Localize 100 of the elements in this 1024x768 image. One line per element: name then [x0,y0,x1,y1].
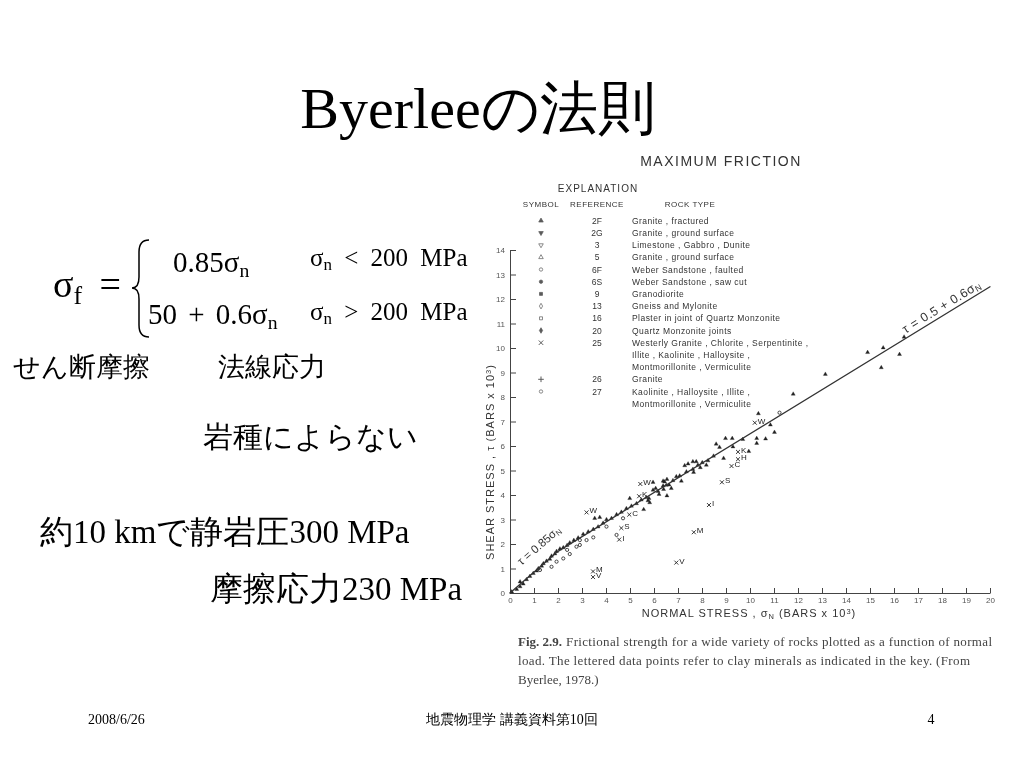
y-tick-label: 5 [500,466,506,476]
text: せん断摩擦 [13,352,150,382]
point [590,574,596,580]
x-tick-label: 13 [818,595,828,605]
point [577,542,582,548]
annotation: 6F [592,264,602,275]
text: 地震物理学 講義資料第10回 [425,712,598,727]
point [618,525,624,531]
text: 0.85σ$_{n}$ [173,246,250,281]
y-tick-label: 2 [500,540,506,550]
point [620,516,626,521]
x-tick-label: 1 [532,595,538,605]
y-tick-label: 3 [500,515,506,525]
annotation: 16 [592,313,602,324]
annotation: Granite [632,374,664,385]
x-tick-label: 17 [914,595,924,605]
annotation: Weber Sandstone , saw cut [632,276,748,287]
point [706,502,712,508]
data-label: V [596,571,603,581]
annotation: Weber Sandstone , faulted [632,264,744,275]
text: 岩種によらない [203,420,418,453]
text: 3 [594,240,600,251]
y-tick-label: 10 [496,344,506,354]
annotation: Quartz Monzonite joints [632,325,732,336]
annotation: Granite , ground surface [632,252,735,263]
point [565,547,570,552]
text: σ$_{f}$ = [53,263,122,310]
y-tick-label: 14 [496,246,506,256]
y-tick-label: 9 [500,368,506,378]
data-label: S [724,476,731,486]
x-tick-label: 5 [628,595,634,605]
y-tick-label: 12 [496,295,506,305]
text: 2008/6/26 [88,712,145,727]
annotation: Kaolinite , Halloysite , Illite , [632,386,751,397]
text: 法線応力 [218,352,326,382]
data-label: W [643,477,652,487]
annotation: Montmorillonite , Vermiculite [632,362,752,373]
x-tick-label: 7 [676,595,682,605]
x-tick-label: 10 [746,595,756,605]
text: Granite , fractured [632,215,710,226]
data-label: M [696,526,704,536]
point [614,532,619,537]
x-tick-label: 15 [866,595,876,605]
point [735,456,741,462]
annotation: 20 [592,325,602,336]
x-axis-title: NORMAL STRESS , σ$_{N}$ (BARS x 10$^{3}$) [641,607,857,621]
data-label: K [741,445,747,455]
data-label: I [622,533,625,543]
data-label: K [642,490,649,500]
annotation: Gneiss and Mylonite [632,301,718,312]
y-tick-label: 11 [496,319,506,329]
point [574,544,579,549]
data-label: I [711,499,715,509]
point [549,564,554,569]
chart-subtitle: MAXIMUM FRICTION [640,153,802,169]
data-label: V [679,556,686,566]
data-label: H [741,453,747,463]
point [637,481,643,487]
text: REFERENCE [570,200,624,209]
text: σ$_{n}$ < 200 MPa [310,244,468,275]
annotation: Westerly Granite , Chlorite , Serpentinite , [632,337,809,348]
text: 2F [592,215,602,226]
text: EXPLANATION [557,183,639,194]
text: ROCK TYPE [664,200,716,209]
y-tick-label: 1 [500,564,506,574]
text: Limestone , Gabbro , Dunite [632,240,751,251]
point [561,556,566,561]
annotation: 5 [594,252,600,263]
point [777,410,782,415]
annotation: 26 [592,374,602,385]
x-tick-label: 20 [986,595,996,605]
text: Byerlee, 1978.) [518,672,599,687]
annotation: Granodiorite [632,288,685,299]
x-tick-label: 18 [938,595,948,605]
text: 摩擦応力230 MPa [210,571,463,607]
annotation: Montmorillonite , Vermiculite [632,398,752,409]
y-tick-label: 6 [500,442,506,452]
point [567,552,572,557]
text: 2G [591,227,603,238]
data-label: W [589,506,598,516]
annotation: 27 [592,386,602,397]
x-tick-label: 16 [890,595,900,605]
text: Frictional strength for a wide variety of rocks plotted as a function of normal [566,634,993,649]
point [584,538,589,543]
annotation: 6S [591,276,603,287]
x-tick-label: 2 [556,595,562,605]
point [636,493,642,499]
text: load. The lettered data points refer to clay minerals as indicated in the key. (From [518,653,970,668]
point [673,560,679,566]
y-tick-label: 8 [500,393,506,403]
x-tick-label: 8 [700,595,706,605]
text: 50 + 0.6σ$_{n}$ [148,298,278,333]
y-tick-label: 7 [500,417,506,427]
data-label: C [734,460,741,470]
text: SYMBOL [522,200,560,209]
x-tick-label: 6 [652,595,658,605]
x-tick-label: 3 [580,595,586,605]
annotation: 9 [594,288,600,299]
point [729,463,734,469]
data-label: S [624,522,630,532]
